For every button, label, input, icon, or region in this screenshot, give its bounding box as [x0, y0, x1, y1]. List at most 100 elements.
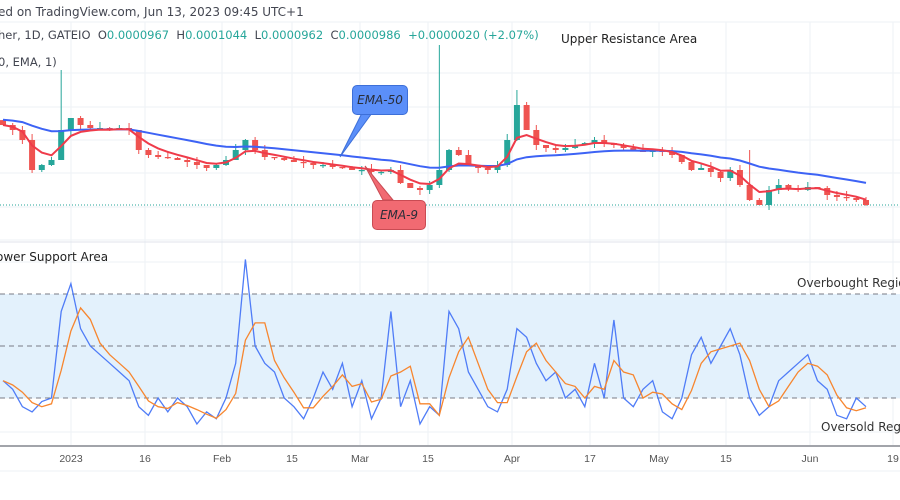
candle-body	[203, 165, 210, 168]
candle-body	[164, 157, 171, 159]
oversold-label: Oversold Region	[821, 420, 900, 434]
ema9-line	[2, 124, 867, 201]
candle-body	[698, 168, 705, 170]
candle-body	[446, 150, 453, 170]
high-label: H	[176, 28, 186, 42]
candle-body	[48, 160, 55, 165]
candle-body	[135, 130, 142, 150]
candle-body	[736, 170, 743, 185]
candle-body	[426, 185, 433, 190]
change-value: +0.0000020 (+2.07%)	[408, 28, 539, 42]
candle-body	[465, 155, 472, 165]
candle-body	[785, 185, 792, 188]
candle-body	[562, 148, 569, 150]
ema50-callout: EMA-50	[352, 85, 408, 115]
x-tick-label: Mar	[350, 453, 370, 465]
candle-body	[601, 140, 608, 143]
candle-body	[504, 140, 511, 165]
stoch-d-line	[2, 306, 867, 419]
ema50-callout-pointer	[339, 112, 373, 158]
open-label: O	[97, 28, 107, 42]
x-tick-label: 16	[139, 453, 151, 465]
symbol-legend: her, 1D, GATEIO O0.0000967 H0.0001044 L0…	[0, 28, 539, 42]
candle-body	[174, 158, 181, 160]
x-tick-label: Feb	[212, 453, 232, 465]
candle-body	[19, 130, 26, 140]
candle-body	[688, 162, 695, 170]
stoch-k-line	[2, 259, 867, 426]
ema9-callout: EMA-9	[372, 200, 426, 230]
candle-body	[853, 198, 860, 200]
candle-body	[145, 150, 152, 155]
close-value: 0.0000986	[338, 28, 401, 42]
candle-body	[397, 170, 404, 183]
candle-body	[620, 145, 627, 148]
candle-body	[77, 118, 84, 125]
candle-body	[252, 140, 259, 150]
candle-body	[775, 185, 782, 190]
candle-body	[630, 148, 637, 150]
candle-body	[552, 148, 559, 150]
upper-resistance-label: Upper Resistance Area	[561, 32, 698, 46]
overbought-label: Overbought Region	[797, 276, 900, 290]
x-tick-label: Apr	[503, 453, 521, 465]
candle-body	[38, 165, 45, 170]
open-value: 0.0000967	[106, 28, 170, 42]
indicator-legend[interactable]: 0, EMA, 1)	[0, 55, 57, 69]
low-label: L	[254, 28, 261, 42]
low-value: 0.0000962	[261, 28, 324, 42]
candle-body	[533, 130, 540, 145]
candle-body	[863, 200, 869, 205]
candle-body	[766, 190, 773, 205]
candle-body	[833, 195, 840, 197]
x-tick-label: 2023	[59, 453, 83, 465]
candle-body	[281, 158, 288, 160]
candle-body	[746, 185, 753, 200]
candle-body	[213, 165, 220, 168]
candle-body	[339, 167, 346, 169]
candle-body	[87, 125, 94, 128]
candle-body	[232, 150, 239, 160]
candle-body	[271, 157, 278, 159]
candle-body	[494, 165, 501, 170]
x-tick-label: 15	[422, 453, 434, 465]
candle-body	[290, 160, 297, 162]
candle-body	[349, 168, 356, 170]
x-tick-label: May	[649, 453, 669, 465]
x-tick-label: 17	[584, 453, 596, 465]
candle-body	[193, 162, 200, 165]
candle-body	[717, 172, 724, 178]
ema50-line	[2, 118, 867, 184]
candle-body	[29, 140, 36, 170]
candle-body	[543, 145, 550, 148]
x-tick-label: 19	[887, 453, 899, 465]
close-label: C	[330, 28, 339, 42]
candle-body	[378, 172, 385, 174]
x-tick-label: 15	[286, 453, 298, 465]
candle-body	[329, 165, 336, 167]
lower-support-label: ower Support Area	[0, 250, 109, 264]
candle-body	[67, 118, 74, 130]
candle-body	[0, 120, 6, 125]
candle-body	[455, 150, 462, 155]
candle-body	[756, 200, 763, 205]
candle-body	[591, 140, 598, 143]
candle-body	[707, 168, 714, 172]
candle-body	[310, 163, 317, 165]
candle-body	[407, 183, 414, 188]
candle-body	[669, 152, 676, 155]
candle-body	[155, 155, 162, 157]
candle-body	[358, 170, 365, 172]
candle-body	[843, 197, 850, 199]
candle-body	[242, 140, 249, 150]
candle-body	[523, 105, 530, 130]
candle-body	[513, 105, 520, 140]
x-tick-label: Jun	[801, 453, 819, 465]
candle-body	[416, 188, 423, 190]
candle-body	[300, 162, 307, 164]
publish-info: ed on TradingView.com, Jun 13, 2023 09:4…	[0, 5, 304, 19]
candle-body	[484, 168, 491, 170]
candle-body	[678, 155, 685, 162]
symbol-label: her, 1D, GATEIO	[0, 28, 91, 42]
